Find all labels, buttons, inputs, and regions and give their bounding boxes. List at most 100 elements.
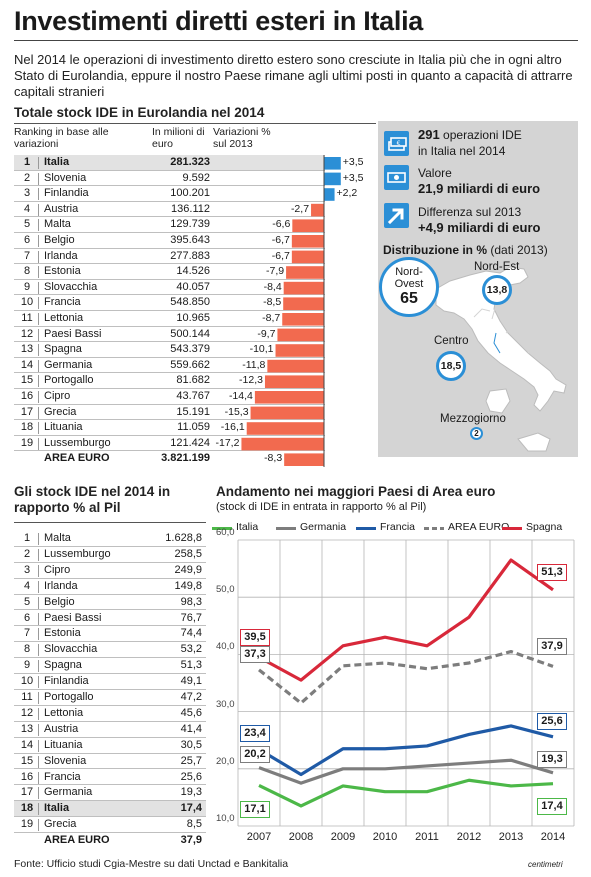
row-rank: 4 xyxy=(23,579,31,592)
change-label: -6,6 xyxy=(272,218,291,231)
table1-col-change: Variazioni % sul 2013 xyxy=(213,126,271,150)
legend-swatch xyxy=(356,527,376,530)
row-separator xyxy=(38,628,39,641)
change-label: -12,3 xyxy=(239,374,263,387)
table-row: 18 Lituania 11.059 xyxy=(14,420,325,436)
diff-label: Differenza sul 2013 xyxy=(418,205,522,219)
table-row: 15 Portogallo 81.682 xyxy=(14,373,325,389)
row-value: 149,8 xyxy=(174,579,202,592)
row-stock: 277.883 xyxy=(170,249,210,262)
row-separator xyxy=(38,723,39,736)
table-row: 5 Malta 129.739 xyxy=(14,217,325,233)
row-separator xyxy=(38,739,39,752)
legend-swatch xyxy=(276,527,296,530)
callout-last: 25,6 xyxy=(537,712,567,730)
row-rank: 9 xyxy=(23,659,31,672)
table-row: 14 Lituania 30,5 xyxy=(14,738,206,754)
change-label: +2,2 xyxy=(336,187,358,200)
row-separator xyxy=(38,313,39,325)
row-country: Slovacchia xyxy=(44,643,98,656)
table-row: 1 Malta 1.628,8 xyxy=(14,531,206,547)
table1-col-stock: In milioni di euro xyxy=(152,126,205,150)
valore-label: Valore xyxy=(418,166,452,180)
row-rank: 14 xyxy=(20,738,34,751)
row-separator xyxy=(38,406,39,419)
ops-text: operazioni IDE xyxy=(443,128,522,142)
legend-swatch xyxy=(424,527,444,530)
distrib-heading: Distribuzione in % (dati 2013) xyxy=(383,243,548,257)
row-separator xyxy=(38,660,39,673)
row-country: Germania xyxy=(44,358,93,371)
change-label: -7,9 xyxy=(265,265,285,278)
table-row: 13 Austria 41,4 xyxy=(14,722,206,738)
series-line xyxy=(258,778,554,808)
sardinia-shape xyxy=(485,388,511,414)
row-country: Lettonia xyxy=(44,312,84,324)
row-value: 98,3 xyxy=(180,595,202,608)
row-value: 19,3 xyxy=(180,786,202,799)
row-country: AREA EURO xyxy=(44,834,110,847)
row-country: Belgio xyxy=(44,595,75,608)
callout-last: 37,9 xyxy=(537,638,567,656)
table-row: 6 Belgio 395.643 xyxy=(14,233,325,249)
row-country: Finlandia xyxy=(44,187,89,200)
y-tick-label: 40,0 xyxy=(216,641,235,653)
table-row: 16 Cipro 43.767 xyxy=(14,389,325,405)
row-value: 76,7 xyxy=(180,611,202,624)
row-value: 25,7 xyxy=(180,754,202,767)
table-row: 8 Slovacchia 53,2 xyxy=(14,642,206,659)
nordovest-circle: Nord- Ovest 65 xyxy=(379,257,439,317)
row-rank: 17 xyxy=(20,405,34,418)
row-country: Grecia xyxy=(44,818,77,831)
row-country: Malta xyxy=(44,218,71,231)
table-row: 10 Finlandia 49,1 xyxy=(14,674,206,690)
row-stock: 14.526 xyxy=(176,265,210,278)
table-row: 9 Spagna 51,3 xyxy=(14,658,206,675)
row-separator xyxy=(38,391,39,403)
nordovest-label-1: Nord- xyxy=(395,266,423,278)
row-value: 25,6 xyxy=(180,770,202,783)
row-country: Grecia xyxy=(44,405,77,418)
table-row: 19 Lussemburgo 121.424 xyxy=(14,436,325,452)
row-separator xyxy=(38,787,39,800)
row-country: Slovenia xyxy=(44,754,87,767)
row-separator xyxy=(38,437,39,450)
table1-rule xyxy=(14,123,376,124)
row-stock: 559.662 xyxy=(170,358,210,371)
change-label: -2,7 xyxy=(290,202,310,215)
row-country: Austria xyxy=(44,722,79,735)
row-stock: 15.191 xyxy=(176,405,210,418)
row-separator xyxy=(38,676,39,689)
callout-last: 17,4 xyxy=(537,797,567,815)
row-rank: 11 xyxy=(21,691,33,703)
row-stock: 11.059 xyxy=(177,421,210,434)
change-bar xyxy=(311,203,324,217)
row-rank: 11 xyxy=(21,312,33,324)
row-separator xyxy=(38,297,39,310)
callout-first: 23,4 xyxy=(240,725,270,743)
row-rank: 15 xyxy=(20,754,34,767)
euro-bills-icon xyxy=(384,165,409,190)
legend-label: Francia xyxy=(380,521,416,533)
row-rank: 1 xyxy=(23,532,31,544)
change-label: -8,5 xyxy=(263,296,282,309)
row-separator xyxy=(38,548,39,561)
row-country: Italia xyxy=(44,802,70,815)
ops-line2: in Italia nel 2014 xyxy=(418,144,506,158)
linechart-subtitle: (stock di IDE in entrata in rapporto % a… xyxy=(216,501,427,513)
series-line xyxy=(258,724,554,777)
row-separator xyxy=(38,707,39,720)
table-row: 6 Paesi Bassi 76,7 xyxy=(14,611,206,627)
row-separator xyxy=(38,344,39,357)
x-tick-label: 2007 xyxy=(246,831,272,843)
row-separator xyxy=(38,328,39,341)
row-stock: 548.850 xyxy=(170,296,210,309)
row-rank: 6 xyxy=(23,611,31,624)
row-value: 51,3 xyxy=(180,659,202,672)
row-rank: 10 xyxy=(20,675,34,688)
table-row: 1 Italia 281.323 xyxy=(14,155,325,171)
change-bar xyxy=(250,406,324,420)
linechart-title: Andamento nei maggiori Paesi di Area eur… xyxy=(216,484,496,499)
row-country: Germania xyxy=(44,786,93,799)
x-tick-label: 2013 xyxy=(498,831,524,843)
